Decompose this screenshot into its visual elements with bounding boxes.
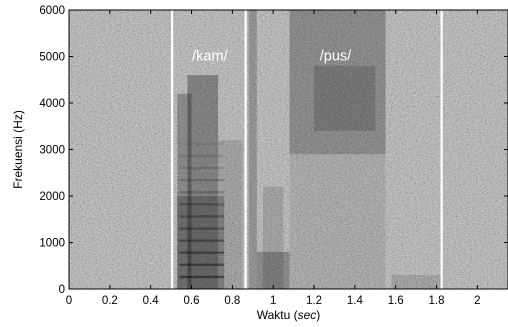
energy-region: [314, 65, 376, 131]
y-tick-label: 1000: [39, 238, 65, 250]
x-axis-label-prefix: Waktu (: [257, 308, 298, 322]
energy-region: [218, 140, 243, 289]
x-tick-label: 0.6: [184, 295, 200, 307]
x-tick-label: 0.4: [143, 295, 160, 307]
x-axis-label-suffix: ): [316, 308, 320, 322]
energy-region: [187, 75, 219, 289]
x-tick-label: 1.8: [429, 295, 445, 307]
x-tick-label: 1.6: [388, 295, 404, 307]
energy-region: [289, 154, 386, 289]
y-tick-label: 5000: [39, 52, 65, 64]
plot-area: [69, 10, 508, 289]
x-axis-ticks: 0 0.2 0.4 0.6 0.8 1 1.2 1.4 1.6 1.8 2: [66, 10, 481, 307]
x-tick-label: 0.8: [224, 295, 240, 307]
energy-region: [391, 275, 441, 289]
y-tick-label: 2000: [39, 191, 65, 203]
y-tick-label: 3000: [39, 145, 65, 157]
spectrogram-noise: [69, 10, 508, 289]
x-tick-label: 1: [270, 295, 276, 307]
energy-region: [256, 251, 290, 289]
x-tick-label: 0: [66, 295, 72, 307]
segment-boundaries: [171, 10, 443, 289]
harmonic-bands: [179, 142, 225, 279]
energy-region: [248, 10, 257, 289]
y-axis-ticks: 0 1000 2000 3000 4000 5000 6000: [39, 5, 508, 296]
x-tick-label: 0.2: [102, 295, 118, 307]
annotation-label: /pus/: [320, 48, 352, 64]
x-tick-label: 2: [474, 295, 480, 307]
energy-region: [289, 10, 386, 155]
annotation-label: /kam/: [192, 48, 228, 64]
x-axis-label-unit: sec: [298, 308, 317, 322]
y-tick-label: 6000: [39, 5, 65, 17]
energy-region: [177, 93, 192, 289]
x-axis-label: Waktu (sec): [257, 308, 321, 322]
y-tick-label: 4000: [39, 98, 65, 110]
x-tick-label: 1.4: [347, 295, 364, 307]
y-axis-label: Frekuensi (Hz): [11, 110, 25, 189]
energy-region: [177, 196, 225, 289]
x-tick-label: 1.2: [306, 295, 322, 307]
y-tick-label: 0: [59, 284, 65, 296]
energy-region: [262, 186, 284, 289]
annotations: /kam/ /pus/: [192, 48, 352, 64]
energy-regions: [177, 10, 441, 289]
